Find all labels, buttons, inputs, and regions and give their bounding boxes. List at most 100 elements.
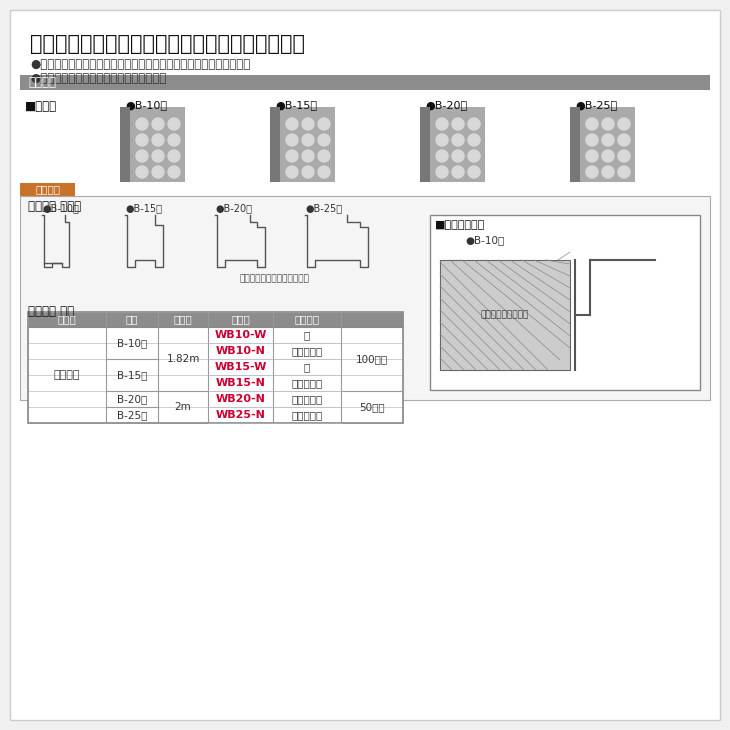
Circle shape: [618, 118, 630, 130]
Bar: [28, 375, 106, 391]
Circle shape: [468, 166, 480, 178]
Text: 100本入: 100本入: [356, 354, 388, 364]
Bar: [158, 312, 208, 327]
Text: ●製品にあけられた穴のラス効果で、亀裂やカド欠けを防止します。: ●製品にあけられた穴のラス効果で、亀裂やカド欠けを防止します。: [30, 58, 250, 71]
Circle shape: [618, 166, 630, 178]
Text: WB10-N: WB10-N: [215, 346, 266, 356]
Circle shape: [302, 166, 314, 178]
Circle shape: [452, 150, 464, 162]
Bar: [341, 327, 403, 343]
Bar: [273, 391, 341, 407]
Text: ●B-15型: ●B-15型: [275, 100, 317, 110]
Text: すべてパンチング穴あけあり: すべてパンチング穴あけあり: [240, 274, 310, 283]
Circle shape: [586, 166, 598, 178]
Circle shape: [168, 150, 180, 162]
Circle shape: [468, 150, 480, 162]
Bar: [341, 375, 403, 391]
Text: ●取り付けが簡単で、仕上がりが美しい。: ●取り付けが簡単で、仕上がりが美しい。: [30, 72, 166, 85]
Circle shape: [168, 134, 180, 146]
Circle shape: [618, 134, 630, 146]
Bar: [273, 343, 341, 359]
Circle shape: [602, 166, 614, 178]
Circle shape: [452, 134, 464, 146]
Bar: [341, 359, 403, 375]
Circle shape: [302, 150, 314, 162]
Circle shape: [452, 166, 464, 178]
Circle shape: [436, 150, 448, 162]
Circle shape: [136, 166, 148, 178]
Bar: [341, 391, 403, 407]
Text: ●B-20型: ●B-20型: [425, 100, 467, 110]
Bar: [208, 391, 273, 407]
Bar: [28, 359, 106, 375]
Text: 規格: 規格: [126, 315, 138, 325]
Bar: [158, 343, 208, 359]
Text: ●B-25型: ●B-25型: [305, 203, 342, 213]
Circle shape: [586, 150, 598, 162]
Bar: [208, 359, 273, 375]
Bar: [106, 375, 158, 391]
Text: 2m: 2m: [174, 402, 191, 412]
Circle shape: [152, 166, 164, 178]
Text: ●B-15型: ●B-15型: [125, 203, 162, 213]
Text: ウスネズミ: ウスネズミ: [291, 346, 323, 356]
Circle shape: [468, 118, 480, 130]
Bar: [341, 343, 403, 359]
Circle shape: [286, 118, 298, 130]
Bar: [158, 327, 208, 343]
Bar: [420, 107, 485, 182]
Bar: [106, 359, 158, 375]
Bar: [273, 327, 341, 343]
Circle shape: [318, 166, 330, 178]
Text: ウスネズミ: ウスネズミ: [291, 378, 323, 388]
Circle shape: [152, 118, 164, 130]
Bar: [106, 343, 158, 359]
Bar: [208, 343, 273, 359]
Bar: [208, 312, 273, 327]
Text: ウスネズミ: ウスネズミ: [291, 410, 323, 420]
Text: ●B-10型: ●B-10型: [465, 235, 504, 245]
Circle shape: [586, 118, 598, 130]
Circle shape: [318, 150, 330, 162]
Text: 呼　称: 呼 称: [58, 315, 77, 325]
Circle shape: [602, 134, 614, 146]
Text: ■水切用: ■水切用: [25, 100, 57, 113]
Text: コード: コード: [174, 315, 193, 325]
Text: WB15-W: WB15-W: [215, 362, 266, 372]
Circle shape: [152, 134, 164, 146]
Bar: [430, 215, 700, 390]
Bar: [106, 391, 158, 407]
Bar: [208, 327, 273, 343]
Bar: [208, 407, 273, 423]
Text: ●B-25型: ●B-25型: [575, 100, 617, 110]
Bar: [341, 312, 403, 327]
Circle shape: [436, 118, 448, 130]
Text: 水切定木: 水切定木: [54, 370, 80, 380]
Bar: [570, 107, 580, 182]
Text: 白: 白: [304, 362, 310, 372]
Text: 水切定木 規格: 水切定木 規格: [28, 305, 74, 318]
Bar: [440, 260, 570, 370]
Circle shape: [436, 134, 448, 146]
Bar: [273, 375, 341, 391]
Circle shape: [602, 118, 614, 130]
Circle shape: [436, 166, 448, 178]
Bar: [28, 312, 403, 423]
Bar: [28, 312, 106, 327]
Bar: [20, 196, 710, 400]
Text: コンクリート壁断面: コンクリート壁断面: [481, 310, 529, 320]
Text: 水切定木: 水切定木: [28, 76, 56, 89]
Circle shape: [286, 166, 298, 178]
Circle shape: [136, 150, 148, 162]
Circle shape: [318, 134, 330, 146]
Bar: [120, 107, 185, 182]
Bar: [158, 407, 208, 423]
Bar: [20, 75, 710, 90]
Text: ●B-10型: ●B-10型: [125, 100, 167, 110]
Bar: [158, 375, 208, 391]
Circle shape: [286, 134, 298, 146]
Bar: [120, 107, 130, 182]
Text: ■参考納まり図: ■参考納まり図: [435, 220, 485, 230]
Bar: [158, 359, 208, 375]
Text: B-25型: B-25型: [117, 410, 147, 420]
